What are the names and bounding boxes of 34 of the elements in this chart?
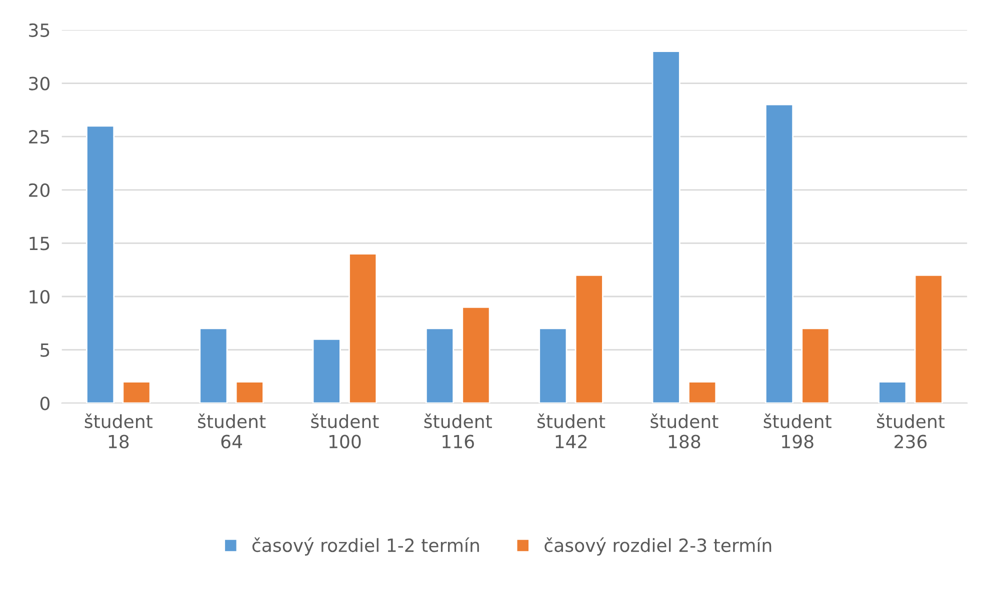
y-tick-label: 20 bbox=[29, 183, 50, 197]
bar bbox=[688, 381, 717, 404]
bar bbox=[538, 328, 568, 404]
bar bbox=[86, 125, 115, 404]
bar bbox=[199, 328, 228, 404]
x-tick-label: študent 188 bbox=[650, 414, 718, 448]
x-tick-label: študent 142 bbox=[538, 414, 606, 448]
x-tick-label: študent 64 bbox=[198, 414, 266, 448]
x-tick-label: študent 100 bbox=[311, 414, 379, 448]
y-tick-label: 35 bbox=[29, 23, 50, 38]
bar bbox=[425, 328, 454, 404]
bar bbox=[235, 381, 264, 404]
bar bbox=[122, 381, 151, 404]
legend-label: časový rozdiel 2-3 termín bbox=[544, 537, 772, 556]
x-tick-label: študent 198 bbox=[764, 414, 832, 448]
y-tick-label: 25 bbox=[29, 130, 50, 144]
bar bbox=[652, 50, 680, 404]
legend-label: časový rozdiel 1-2 termín bbox=[252, 537, 479, 556]
bar bbox=[801, 328, 830, 404]
x-tick-label: študent 116 bbox=[424, 414, 492, 448]
bar bbox=[764, 104, 794, 404]
y-tick-label: 30 bbox=[29, 76, 50, 90]
bar bbox=[348, 253, 378, 404]
y-tick-label: 15 bbox=[30, 236, 50, 250]
x-tick-label: študent 18 bbox=[84, 414, 152, 448]
y-tick-label: 5 bbox=[40, 344, 50, 357]
y-tick-label: 10 bbox=[30, 290, 50, 304]
bar bbox=[574, 274, 604, 404]
y-tick-label: 0 bbox=[40, 396, 50, 410]
bar bbox=[914, 274, 943, 404]
x-tick-label: študent 236 bbox=[876, 414, 945, 448]
bar bbox=[312, 338, 341, 404]
bar bbox=[878, 381, 907, 404]
bar bbox=[462, 306, 490, 404]
